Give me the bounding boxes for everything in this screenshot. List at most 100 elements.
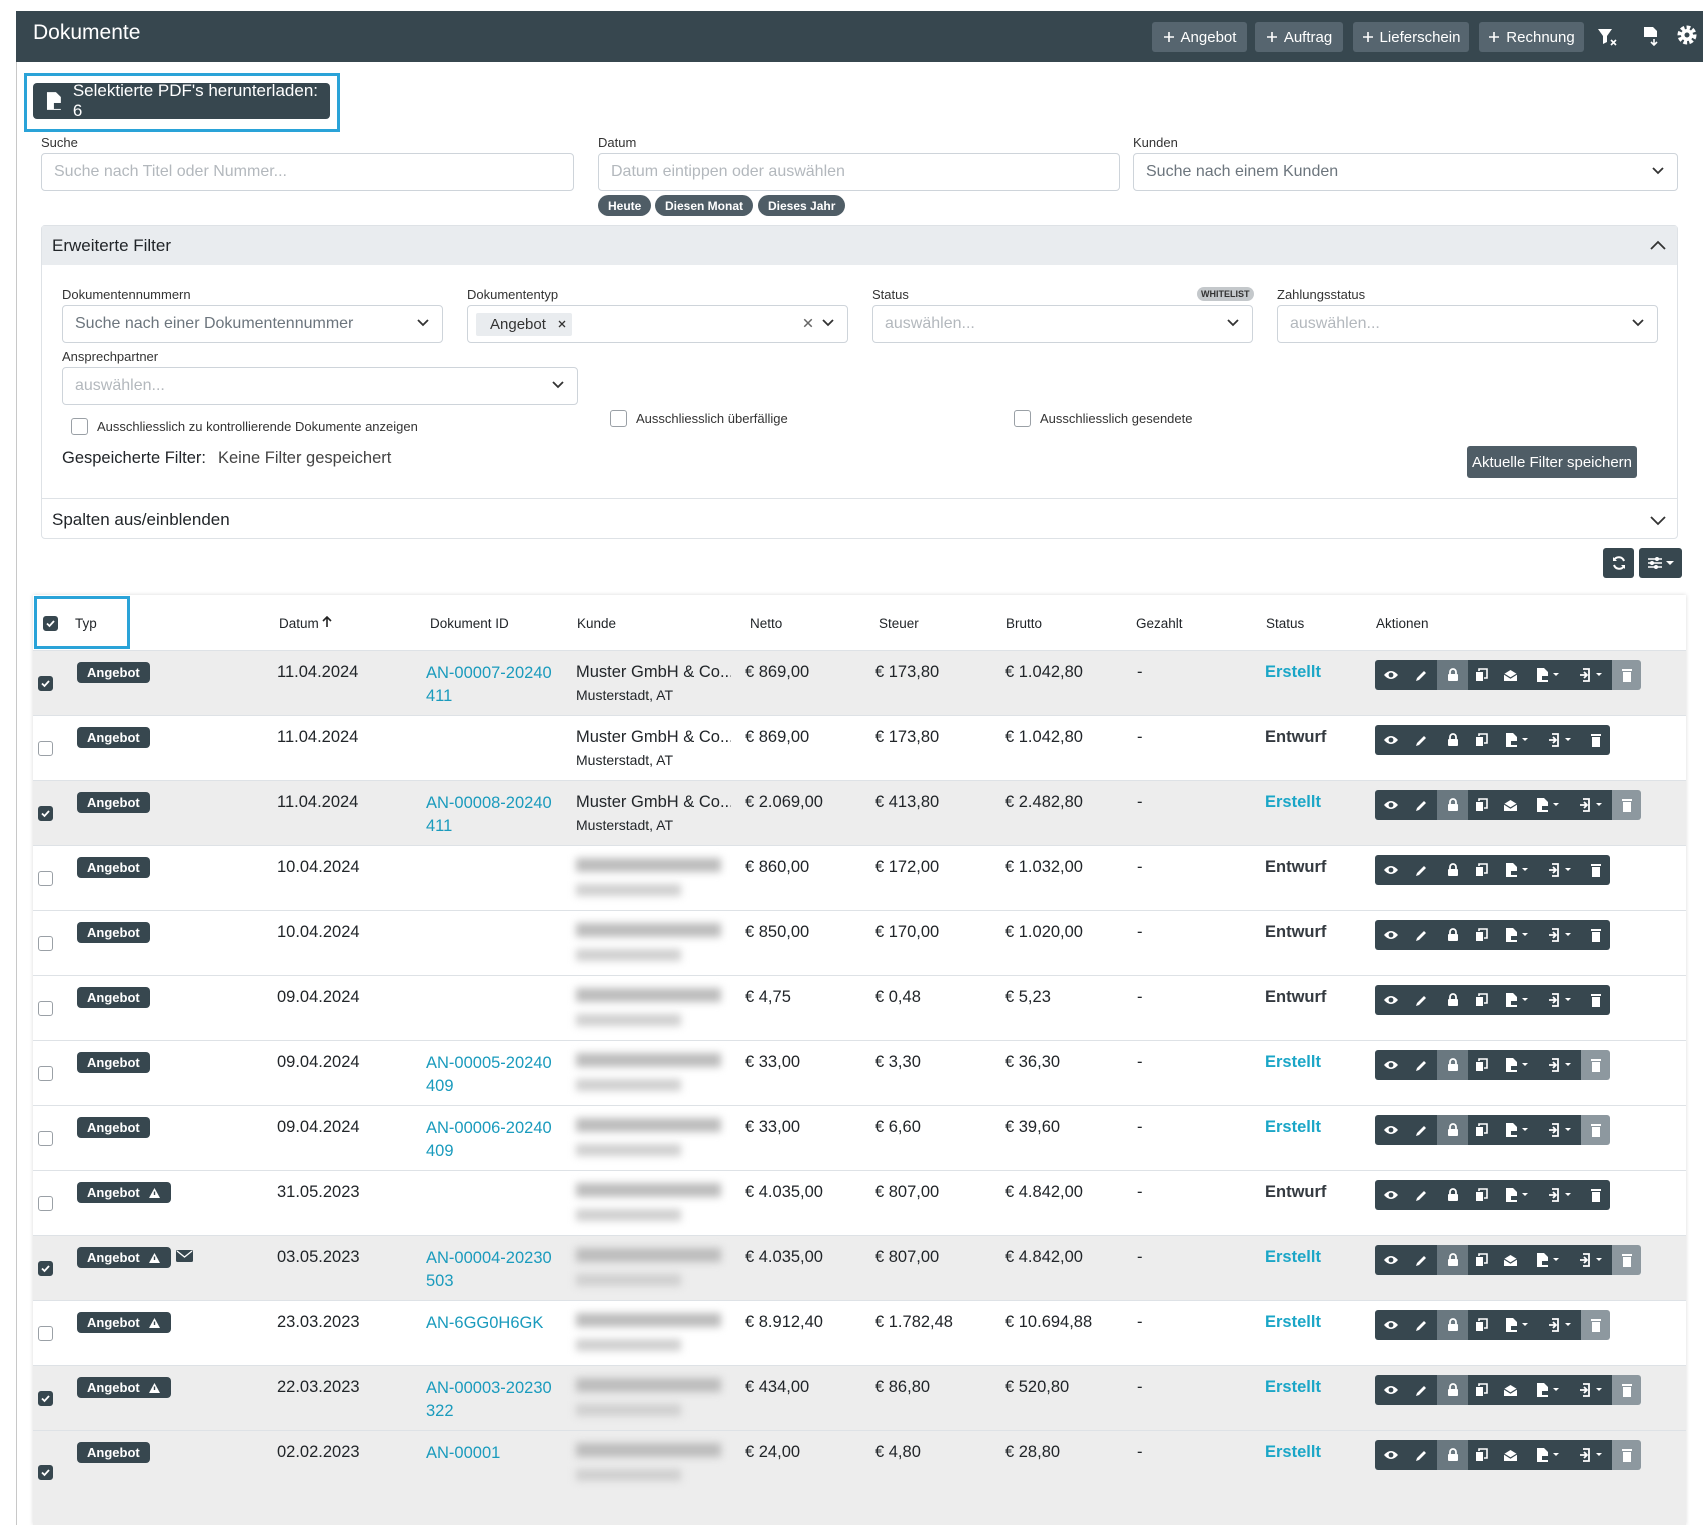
lock-button[interactable] <box>1437 1440 1468 1470</box>
export-button[interactable] <box>1569 1245 1612 1275</box>
view-button[interactable] <box>1375 985 1406 1015</box>
filter-input[interactable]: Suche nach Titel oder Nummer... <box>41 153 574 191</box>
lock-button[interactable] <box>1437 1180 1468 1210</box>
pdf-button[interactable] <box>1526 660 1569 690</box>
send-button[interactable] <box>1495 1440 1526 1470</box>
column-header[interactable]: Aktionen <box>1376 616 1429 631</box>
row-checkbox[interactable] <box>38 1391 53 1406</box>
delete-button[interactable] <box>1581 1310 1610 1340</box>
field-select[interactable]: auswählen... <box>62 367 578 405</box>
copy-button[interactable] <box>1468 1245 1495 1275</box>
row-checkbox[interactable] <box>38 871 53 886</box>
document-id[interactable]: AN-00004-20230503 <box>426 1249 552 1290</box>
document-id[interactable]: AN-00001 <box>426 1444 501 1462</box>
export-button[interactable] <box>1569 1375 1612 1405</box>
pdf-button[interactable] <box>1526 1440 1569 1470</box>
edit-button[interactable] <box>1406 920 1437 950</box>
edit-button[interactable] <box>1406 1180 1437 1210</box>
document-id[interactable]: AN-00005-20240409 <box>426 1054 552 1095</box>
view-button[interactable] <box>1375 855 1406 885</box>
edit-button[interactable] <box>1406 790 1437 820</box>
export-button[interactable] <box>1538 1115 1581 1145</box>
document-id[interactable]: AN-6GG0H6GK <box>426 1314 544 1332</box>
delete-button[interactable] <box>1581 1050 1610 1080</box>
lock-button[interactable] <box>1437 1115 1468 1145</box>
row-checkbox[interactable] <box>38 1196 53 1211</box>
new-document-button[interactable]: Auftrag <box>1255 22 1343 52</box>
column-header[interactable]: Typ <box>75 616 97 631</box>
delete-button[interactable] <box>1612 790 1641 820</box>
pdf-button[interactable] <box>1526 1245 1569 1275</box>
copy-button[interactable] <box>1468 1180 1495 1210</box>
settings-icon[interactable] <box>1675 23 1699 47</box>
edit-button[interactable] <box>1406 985 1437 1015</box>
lock-button[interactable] <box>1437 920 1468 950</box>
export-button[interactable] <box>1538 1310 1581 1340</box>
send-button[interactable] <box>1495 1375 1526 1405</box>
copy-button[interactable] <box>1468 1440 1495 1470</box>
new-document-button[interactable]: Angebot <box>1152 22 1247 52</box>
column-header[interactable]: Dokument ID <box>430 616 509 631</box>
new-document-button[interactable]: Rechnung <box>1479 22 1584 52</box>
column-header[interactable]: Steuer <box>879 616 919 631</box>
select-all-checkbox[interactable] <box>43 616 58 631</box>
date-quick-pill[interactable]: Dieses Jahr <box>758 195 846 216</box>
view-button[interactable] <box>1375 1050 1406 1080</box>
pdf-button[interactable] <box>1526 790 1569 820</box>
date-quick-pill[interactable]: Heute <box>598 195 652 216</box>
delete-button[interactable] <box>1612 660 1641 690</box>
document-id[interactable]: AN-00008-20240411 <box>426 794 552 835</box>
lock-button[interactable] <box>1437 1375 1468 1405</box>
lock-button[interactable] <box>1437 1245 1468 1275</box>
view-button[interactable] <box>1375 660 1406 690</box>
view-button[interactable] <box>1375 1115 1406 1145</box>
document-id[interactable]: AN-00007-20240411 <box>426 664 552 705</box>
delete-button[interactable] <box>1581 1115 1610 1145</box>
export-button[interactable] <box>1569 790 1612 820</box>
row-checkbox[interactable] <box>38 676 53 691</box>
edit-button[interactable] <box>1406 1310 1437 1340</box>
delete-button[interactable] <box>1581 1180 1610 1210</box>
lock-button[interactable] <box>1437 1050 1468 1080</box>
document-id[interactable]: AN-00003-20230322 <box>426 1379 552 1420</box>
checkbox-filter[interactable]: Ausschliesslich gesendete <box>1014 410 1192 427</box>
edit-button[interactable] <box>1406 660 1437 690</box>
lock-button[interactable] <box>1437 985 1468 1015</box>
copy-button[interactable] <box>1468 790 1495 820</box>
columns-toggle[interactable]: Spalten aus/einblenden <box>52 510 230 529</box>
view-button[interactable] <box>1375 1375 1406 1405</box>
column-header[interactable]: Brutto <box>1006 616 1042 631</box>
edit-button[interactable] <box>1406 1440 1437 1470</box>
copy-button[interactable] <box>1468 1310 1495 1340</box>
send-button[interactable] <box>1495 1245 1526 1275</box>
advanced-header[interactable]: Erweiterte Filter <box>42 226 1677 265</box>
copy-button[interactable] <box>1468 1375 1495 1405</box>
copy-button[interactable] <box>1468 855 1495 885</box>
delete-button[interactable] <box>1581 725 1610 755</box>
copy-button[interactable] <box>1468 1050 1495 1080</box>
export-icon[interactable] <box>1641 25 1663 47</box>
column-header[interactable]: Status <box>1266 616 1304 631</box>
edit-button[interactable] <box>1406 855 1437 885</box>
send-button[interactable] <box>1495 660 1526 690</box>
download-button[interactable]: Selektierte PDF's herunterladen: 6 <box>33 81 330 120</box>
column-header[interactable]: Netto <box>750 616 782 631</box>
field-select[interactable]: auswählen... <box>872 305 1253 343</box>
pdf-button[interactable] <box>1495 985 1538 1015</box>
delete-button[interactable] <box>1581 985 1610 1015</box>
view-button[interactable] <box>1375 1310 1406 1340</box>
pdf-button[interactable] <box>1495 1050 1538 1080</box>
export-button[interactable] <box>1569 1440 1612 1470</box>
field-select[interactable]: auswählen... <box>1277 305 1658 343</box>
lock-button[interactable] <box>1437 660 1468 690</box>
row-checkbox[interactable] <box>38 806 53 821</box>
row-checkbox[interactable] <box>38 1261 53 1276</box>
copy-button[interactable] <box>1468 1115 1495 1145</box>
copy-button[interactable] <box>1468 660 1495 690</box>
save-filter-button[interactable]: Aktuelle Filter speichern <box>1467 446 1637 478</box>
copy-button[interactable] <box>1468 985 1495 1015</box>
view-button[interactable] <box>1375 1440 1406 1470</box>
row-checkbox[interactable] <box>38 1465 53 1480</box>
export-button[interactable] <box>1538 725 1581 755</box>
checkbox-filter[interactable]: Ausschliesslich überfällige <box>610 410 788 427</box>
